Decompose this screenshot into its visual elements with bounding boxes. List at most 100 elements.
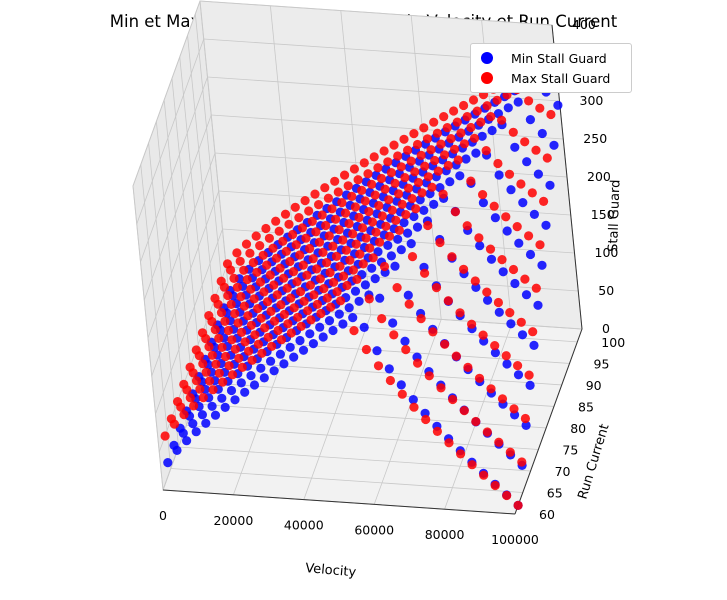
legend-item-max: Max Stall Guard — [481, 69, 610, 87]
max-stall-guard-point — [482, 287, 492, 297]
min-stall-guard-point — [529, 209, 540, 219]
max-stall-guard-point — [348, 229, 358, 239]
max-stall-guard-point — [390, 178, 400, 188]
max-stall-guard-point — [283, 319, 293, 329]
max-stall-guard-point — [497, 394, 508, 404]
max-stall-guard-point — [354, 212, 364, 223]
max-stall-guard-point — [266, 306, 276, 316]
max-stall-guard-point — [350, 202, 360, 212]
legend-item-min: Min Stall Guard — [481, 49, 607, 67]
max-stall-guard-point — [274, 226, 284, 236]
max-stall-guard-point — [513, 500, 523, 510]
max-stall-guard-point — [412, 139, 423, 150]
max-stall-guard-point — [338, 271, 349, 281]
max-stall-guard-point — [373, 163, 383, 173]
min-stall-guard-point — [259, 373, 269, 383]
max-stall-guard-point — [420, 268, 430, 278]
max-stall-guard-point — [233, 318, 243, 328]
max-stall-guard-point — [204, 342, 214, 352]
max-stall-guard-point — [474, 233, 484, 243]
grid-line-y — [170, 468, 523, 493]
max-stall-guard-point — [407, 194, 417, 204]
max-stall-guard-point — [226, 265, 236, 275]
grid-line-z — [155, 228, 223, 415]
max-stall-guard-point — [448, 394, 458, 405]
max-stall-guard-point — [439, 112, 449, 122]
min-stall-guard-point — [510, 278, 520, 289]
max-stall-guard-point — [433, 166, 443, 176]
max-stall-guard-point — [349, 164, 359, 174]
max-stall-guard-point — [459, 406, 469, 416]
max-stall-guard-point — [524, 231, 534, 241]
max-stall-guard-point — [447, 252, 457, 262]
max-stall-guard-point — [364, 294, 374, 304]
max-stall-guard-point — [353, 175, 363, 185]
max-stall-guard-point — [531, 283, 541, 293]
min-stall-guard-point — [393, 234, 403, 244]
min-stall-guard-point — [295, 335, 305, 346]
max-stall-guard-point — [512, 222, 522, 232]
max-stall-guard-point — [352, 274, 362, 284]
max-stall-guard-point — [262, 297, 273, 307]
max-stall-guard-point — [485, 244, 496, 254]
max-stall-guard-point — [232, 282, 242, 292]
min-stall-guard-point — [220, 402, 230, 412]
min-stall-guard-point — [269, 366, 279, 376]
min-stall-guard-point — [399, 218, 409, 228]
max-stall-guard-point — [295, 250, 305, 260]
max-stall-guard-point — [456, 128, 466, 138]
max-stall-guard-point — [288, 229, 298, 240]
max-stall-guard-point — [436, 139, 446, 149]
max-stall-guard-point — [482, 101, 492, 111]
x-tick-label: 0 — [159, 508, 167, 523]
max-stall-guard-point — [421, 414, 431, 425]
max-stall-guard-point — [452, 117, 462, 127]
y-tick-label: 80 — [570, 421, 586, 436]
max-stall-guard-point — [217, 342, 227, 352]
max-stall-guard-point — [494, 437, 504, 447]
max-stall-guard-point — [493, 297, 503, 308]
max-stall-guard-point — [508, 127, 518, 137]
max-stall-guard-point — [423, 220, 433, 231]
min-stall-guard-point — [370, 274, 380, 284]
max-stall-guard-point — [450, 144, 460, 154]
max-stall-guard-point — [486, 384, 496, 394]
max-stall-guard-point — [426, 145, 436, 155]
max-stall-guard-point — [520, 413, 531, 424]
min-stall-guard-point — [406, 239, 416, 249]
max-stall-guard-point — [456, 449, 466, 459]
max-stall-guard-point — [377, 314, 387, 324]
min-stall-guard-point — [503, 103, 513, 113]
y-axis-line — [514, 328, 583, 515]
max-stall-guard-point — [385, 375, 395, 386]
max-stall-guard-point — [467, 319, 477, 329]
max-stall-guard-point — [307, 216, 317, 226]
max-stall-guard-point — [237, 362, 247, 372]
min-stall-guard-point — [275, 349, 285, 359]
max-stall-guard-point — [312, 299, 322, 309]
max-stall-guard-point — [211, 359, 221, 369]
max-stall-guard-point — [472, 106, 482, 116]
max-stall-guard-point — [492, 95, 502, 105]
min-stall-guard-point — [226, 385, 237, 396]
legend-label-max: Max Stall Guard — [511, 70, 611, 86]
max-stall-guard-point — [213, 299, 223, 309]
max-stall-guard-point — [394, 189, 404, 199]
x-tick-label: 40000 — [284, 518, 324, 533]
max-stall-guard-point — [345, 255, 355, 265]
max-stall-guard-point — [422, 134, 433, 144]
max-stall-guard-point — [407, 252, 418, 262]
min-stall-guard-point — [553, 100, 563, 110]
max-stall-guard-point — [446, 134, 456, 144]
max-stall-guard-point — [319, 284, 329, 294]
min-stall-guard-point — [324, 316, 335, 326]
min-stall-guard-point — [197, 410, 207, 420]
max-stall-guard-point — [337, 198, 347, 208]
max-stall-guard-point — [329, 277, 339, 287]
min-stall-guard-point — [513, 97, 523, 107]
max-stall-guard-point — [309, 290, 319, 300]
max-stall-guard-point — [226, 299, 236, 309]
min-stall-guard-point — [537, 128, 547, 139]
x-tick-label: 100000 — [491, 532, 539, 547]
max-stall-guard-point — [535, 103, 545, 113]
